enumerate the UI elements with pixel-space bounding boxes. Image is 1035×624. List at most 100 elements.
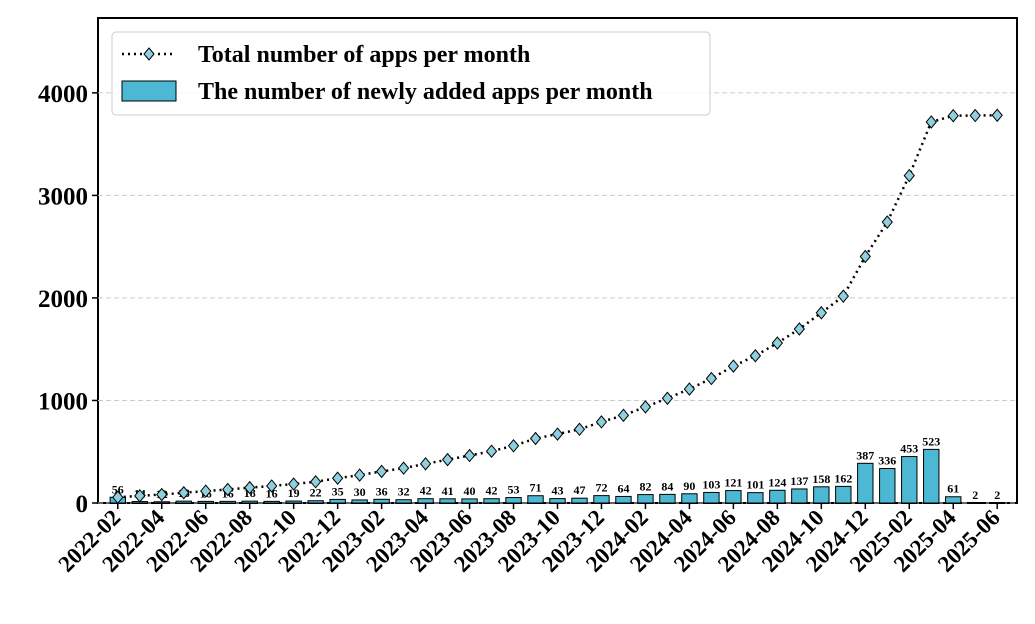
bar-value-label: 42 [420,484,432,498]
bar [154,502,169,503]
bar-value-label: 453 [900,442,918,456]
bar-value-label: 387 [856,448,874,462]
bar [352,500,367,503]
bar [572,498,587,503]
y-tick-label: 2000 [38,286,88,313]
bar-value-label: 523 [922,434,940,448]
bar-value-label: 84 [661,479,673,493]
bar-value-label: 64 [617,481,629,495]
bar-value-label: 35 [332,484,344,498]
bar [814,487,829,503]
bar [550,499,565,503]
bar [484,499,499,503]
line-marker [816,307,826,319]
bar [308,501,323,503]
bar [792,489,807,503]
grid [98,93,1017,503]
line-marker [662,392,672,404]
line-marker [443,454,453,466]
line-marker [487,445,497,457]
bar [198,501,213,503]
bar [616,496,631,503]
line-marker [531,433,541,445]
bar [660,494,675,503]
bar-value-label: 43 [552,484,564,498]
legend-swatch [122,81,176,101]
bar-value-label: 121 [724,476,742,490]
bar-value-label: 90 [683,479,695,493]
bar-value-label: 40 [464,484,476,498]
bar [946,497,961,503]
line-marker [640,401,650,413]
bar-value-label: 162 [834,471,852,485]
bar-value-label: 53 [508,483,520,497]
bar [396,500,411,503]
line-marker [992,109,1002,121]
bar [880,469,895,503]
bar-value-label: 41 [442,484,454,498]
bar [682,494,697,503]
bar-value-label: 158 [812,472,830,486]
bar [748,493,763,503]
bar-value-label: 30 [354,485,366,499]
line-marker [596,416,606,428]
bar [220,501,235,503]
bar [836,486,851,503]
bar [770,490,785,503]
line-marker [772,337,782,349]
bar-value-label: 103 [702,477,720,491]
bar [858,463,873,503]
line-marker [794,323,804,335]
y-tick-label: 0 [76,491,89,518]
bar-value-label: 61 [947,482,959,496]
bar [726,491,741,503]
bar [330,499,345,503]
bar-value-label: 2 [972,488,978,502]
bar [264,501,279,503]
y-tick-label: 3000 [38,183,88,210]
line-marker [574,423,584,435]
bar [176,501,191,503]
bar [506,498,521,503]
bar [462,499,477,503]
line-marker [333,472,343,484]
bar-value-label: 72 [595,481,607,495]
bar [440,499,455,503]
bar-value-label: 71 [530,481,542,495]
line-marker [399,462,409,474]
line-marker [684,383,694,395]
legend-label: The number of newly added apps per month [198,79,653,105]
bar [594,496,609,503]
line-marker [355,469,365,481]
line-marker [970,110,980,122]
bar-value-label: 2 [994,488,1000,502]
bar [638,495,653,503]
bar [528,496,543,503]
line-marker [750,350,760,362]
bar-value-label: 32 [398,485,410,499]
bar-value-label: 47 [573,483,585,497]
bar-value-label: 137 [790,474,808,488]
line-marker [728,360,738,372]
line-marker [926,116,936,128]
line-marker [377,465,387,477]
line-marker [904,170,914,182]
line-marker [465,450,475,462]
line-marker [838,290,848,302]
bar-value-label: 36 [376,484,388,498]
bar [374,499,389,503]
line-marker [706,373,716,385]
line-marker [509,440,519,452]
y-tick-label: 1000 [38,388,88,415]
line-marker [421,458,431,470]
bar-value-label: 336 [878,454,896,468]
line-marker [618,409,628,421]
bar-value-label: 42 [486,484,498,498]
y-tick-label: 4000 [38,81,88,108]
bar [924,449,939,503]
bar [286,501,301,503]
bar [902,457,917,503]
bar [704,492,719,503]
